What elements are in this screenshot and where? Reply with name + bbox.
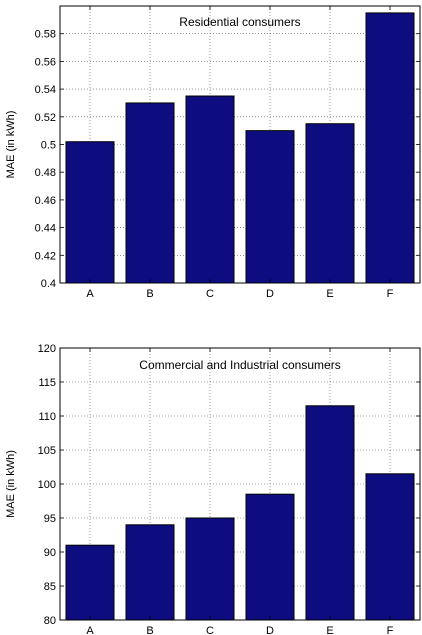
x-tick-label: D <box>266 625 274 635</box>
chart-title: Residential consumers <box>179 15 300 29</box>
y-tick-label: 110 <box>38 411 56 423</box>
bar <box>185 517 235 621</box>
y-tick-label: 80 <box>44 615 56 627</box>
y-tick-label: 85 <box>44 581 56 593</box>
y-tick-label: 0.58 <box>35 29 56 41</box>
y-tick-label: 100 <box>38 479 56 491</box>
bar <box>365 12 415 284</box>
commercial-industrial-chart: 80 85 90 95 100 105 110 115 120 A B C D E F Commercial … <box>5 343 421 635</box>
y-tick-label: 0.5 <box>41 140 56 152</box>
axes: 0.4 0.42 0.44 0.46 0.48 0.5 0.52 0.54 0.56 0.58 A B… <box>35 5 421 300</box>
bar <box>365 473 415 621</box>
x-tick-label: F <box>387 288 394 300</box>
y-tick-label: 120 <box>38 343 56 355</box>
y-tick-label: 0.48 <box>35 167 56 179</box>
y-tick-label: 0.56 <box>35 56 56 68</box>
y-tick-label: 0.54 <box>35 84 56 96</box>
x-tick-label: E <box>326 288 333 300</box>
bar <box>245 493 295 621</box>
y-tick-label: 115 <box>38 377 56 389</box>
y-axis-label: MAE (in kWh) <box>5 111 17 179</box>
bar <box>65 544 115 621</box>
bar <box>65 141 115 284</box>
bar <box>305 123 355 284</box>
axes: 80 85 90 95 100 105 110 115 120 A B C D E F <box>38 343 421 635</box>
y-tick-label: 105 <box>38 445 56 457</box>
y-tick-label: 90 <box>44 547 56 559</box>
bar <box>185 95 235 284</box>
x-tick-label: A <box>86 288 94 300</box>
x-tick-label: B <box>146 625 153 635</box>
y-tick-label: 0.4 <box>41 278 56 290</box>
y-axis-label: MAE (in kWh) <box>5 450 17 518</box>
y-tick-label: 0.42 <box>35 250 56 262</box>
axes-frame <box>59 5 421 284</box>
bars <box>65 405 415 621</box>
x-tick-label: B <box>146 288 153 300</box>
x-tick-label: A <box>86 625 94 635</box>
x-tick-label: C <box>206 625 214 635</box>
bar <box>245 130 295 284</box>
bar <box>125 102 175 284</box>
bar <box>125 524 175 621</box>
y-tick-label: 0.44 <box>35 223 56 235</box>
chart-title: Commercial and Industrial consumers <box>139 358 340 372</box>
axes-frame <box>59 347 421 621</box>
y-tick-label: 0.52 <box>35 112 56 124</box>
x-tick-label: F <box>387 625 394 635</box>
y-tick-label: 95 <box>44 513 56 525</box>
bar <box>305 405 355 621</box>
x-tick-label: D <box>266 288 274 300</box>
x-tick-label: C <box>206 288 214 300</box>
x-tick-label: E <box>326 625 333 635</box>
residential-chart: 0.4 0.42 0.44 0.46 0.48 0.5 0.52 0.54 0.56 0.58 A B… <box>5 5 421 300</box>
bars <box>65 12 415 284</box>
y-tick-label: 0.46 <box>35 195 56 207</box>
